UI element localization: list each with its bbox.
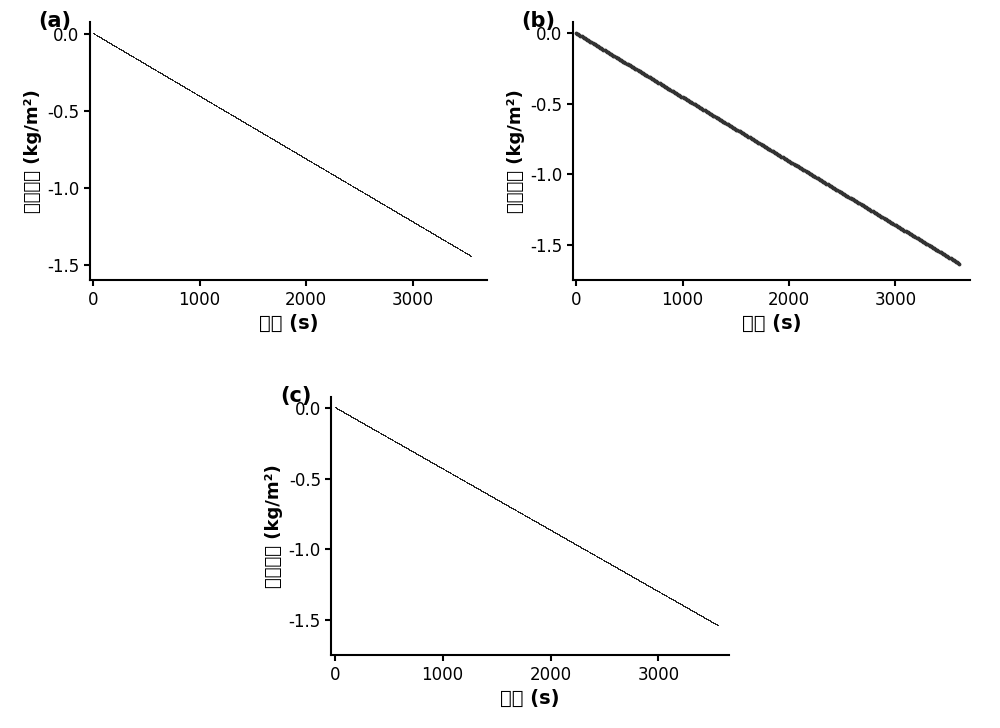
X-axis label: 时间 (s): 时间 (s) <box>500 689 560 708</box>
Y-axis label: 质量变化 (kg/m²): 质量变化 (kg/m²) <box>507 90 525 213</box>
Y-axis label: 质量变化 (kg/m²): 质量变化 (kg/m²) <box>265 464 283 587</box>
X-axis label: 时间 (s): 时间 (s) <box>259 314 318 333</box>
Text: (b): (b) <box>521 12 555 31</box>
X-axis label: 时间 (s): 时间 (s) <box>742 314 801 333</box>
Text: (a): (a) <box>38 12 71 31</box>
Text: (c): (c) <box>280 387 311 406</box>
Y-axis label: 质量变化 (kg/m²): 质量变化 (kg/m²) <box>24 90 42 213</box>
